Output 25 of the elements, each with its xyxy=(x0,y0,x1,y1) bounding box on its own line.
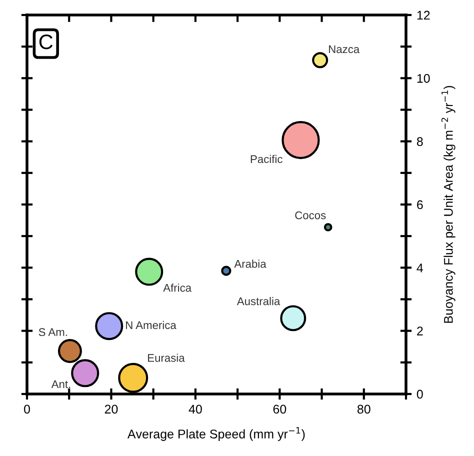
series-label: N America xyxy=(126,320,176,330)
y-axis-title: Buoyancy Flux per Unit Area (kg m$^{−2}$ yr$^{−1}$) xyxy=(441,86,456,323)
y-tick-label: 6 xyxy=(417,200,423,210)
series-label: Africa xyxy=(163,284,192,292)
y-tick-label: 2 xyxy=(417,326,423,336)
series-label: Nazca xyxy=(329,45,360,54)
y-tick-label: 0 xyxy=(416,390,423,399)
series-label: Ant. xyxy=(51,380,70,388)
series-label: Arabia xyxy=(234,260,266,268)
x-tick-label: 80 xyxy=(357,404,370,414)
annotation: C xyxy=(39,34,53,50)
y-tick-label: 10 xyxy=(417,74,430,83)
series-label: Cocos xyxy=(295,211,326,220)
x-tick-label: 20 xyxy=(104,404,118,414)
series-label: Australia xyxy=(236,297,280,306)
x-tick-label: 0 xyxy=(24,404,30,414)
series-label: Eurasia xyxy=(148,354,185,362)
legend-label: S Am. xyxy=(38,328,67,336)
y-tick-label: 8 xyxy=(416,137,423,146)
x-tick-label: 40 xyxy=(188,404,202,414)
x-tick-label: 60 xyxy=(273,404,286,414)
x-axis-title: Average Plate Speed (mm yr$^{−1}$) xyxy=(127,427,305,441)
y-tick-label: 12 xyxy=(417,10,430,20)
y-tick-label: 4 xyxy=(416,264,424,272)
series-label: Pacific xyxy=(250,154,282,164)
